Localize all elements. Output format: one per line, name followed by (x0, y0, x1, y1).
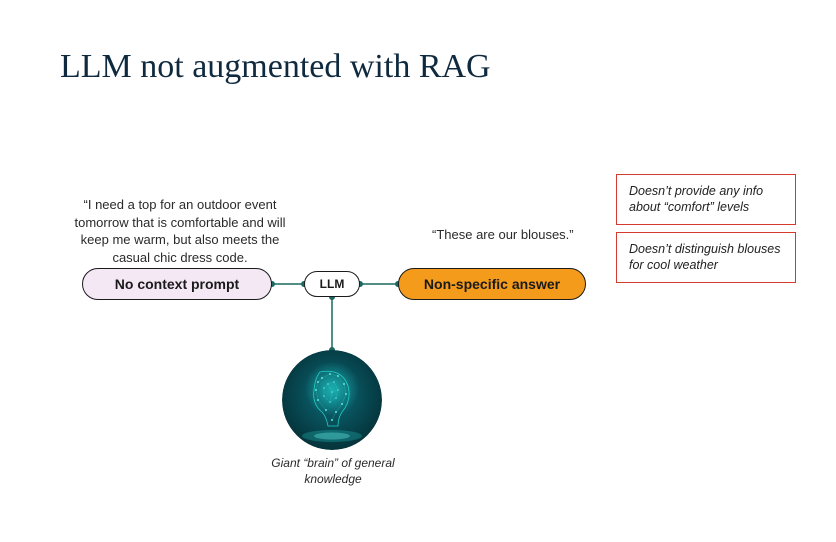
brain-icon (282, 350, 382, 450)
node-prompt-label: No context prompt (115, 276, 239, 292)
prompt-quote: “I need a top for an outdoor event tomor… (68, 196, 292, 266)
slide-title: LLM not augmented with RAG (60, 48, 491, 86)
callout-text: Doesn’t provide any info about “comfort”… (629, 184, 763, 214)
node-answer: Non-specific answer (398, 268, 586, 300)
node-llm: LLM (304, 271, 360, 297)
node-prompt: No context prompt (82, 268, 272, 300)
callout-box: Doesn’t provide any info about “comfort”… (616, 174, 796, 225)
slide: LLM not augmented with RAG “I need a top… (0, 0, 836, 542)
node-llm-label: LLM (320, 277, 345, 291)
callout-box: Doesn’t distinguish blouses for cool wea… (616, 232, 796, 283)
brain-caption: Giant “brain” of general knowledge (250, 456, 416, 487)
brain-image (282, 350, 382, 450)
callout-text: Doesn’t distinguish blouses for cool wea… (629, 242, 780, 272)
answer-quote: “These are our blouses.” (432, 226, 592, 244)
node-answer-label: Non-specific answer (424, 276, 560, 292)
